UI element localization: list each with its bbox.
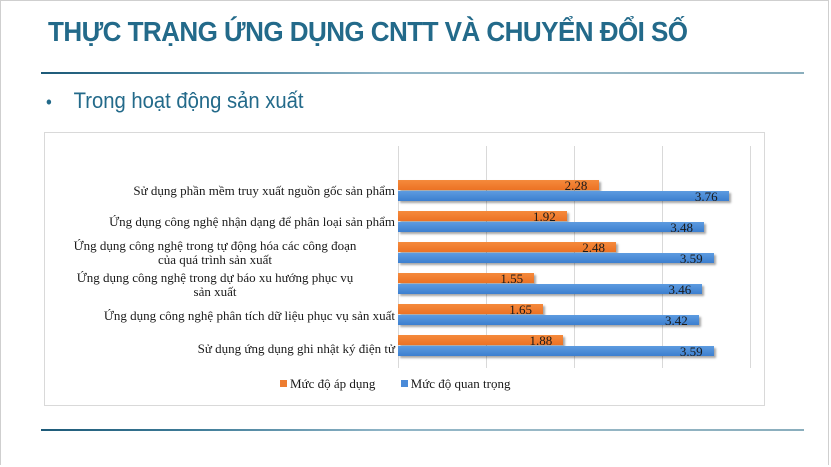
slide-title: THỰC TRẠNG ỨNG DỤNG CNTT VÀ CHUYỂN ĐỔI S… — [48, 16, 688, 47]
plot-area: 2.28 3.76 1.92 3.48 2.48 3.59 1.55 3.46 1.65 3.42… — [398, 146, 751, 368]
legend-item-importance: Mức độ quan trọng — [400, 376, 511, 392]
bar-importance — [398, 315, 699, 325]
data-label: 3.48 — [670, 220, 693, 235]
bar-apply — [398, 304, 544, 314]
bar-apply — [398, 180, 599, 190]
title-divider — [41, 72, 804, 74]
data-label: 1.55 — [500, 271, 524, 286]
bar-apply — [398, 273, 535, 283]
bar-apply — [398, 335, 564, 345]
bar-importance — [398, 346, 714, 356]
bar-importance — [398, 191, 729, 201]
category-label: Ứng dụng công nghệ trong tự động hóa các… — [73, 238, 357, 267]
legend-swatch-orange — [280, 380, 287, 387]
category-label: Ứng dụng công nghệ phân tích dữ liệu phụ… — [103, 308, 395, 323]
category-label: Ứng dụng công nghệ nhận dạng để phân loạ… — [109, 214, 395, 229]
data-label: 3.76 — [694, 189, 718, 204]
data-label: 2.48 — [582, 240, 605, 255]
footer-divider — [41, 429, 804, 431]
bullet-icon: • — [46, 92, 52, 112]
data-label: 3.46 — [668, 282, 692, 297]
bar-apply — [398, 211, 567, 221]
bullet-text: Trong hoạt động sản xuất — [73, 88, 304, 113]
data-label: 3.59 — [679, 344, 703, 359]
data-label: 1.88 — [529, 333, 553, 348]
data-label: 2.28 — [564, 178, 588, 193]
bar-importance — [398, 222, 705, 232]
data-label: 1.65 — [509, 302, 532, 317]
legend-swatch-blue — [400, 380, 408, 387]
category-label: Sử dụng phần mềm truy xuất nguồn gốc sản… — [133, 183, 395, 198]
bar-apply — [398, 242, 617, 252]
category-label: Sử dụng ứng dụng ghi nhật ký điện tử — [197, 341, 395, 356]
data-label: 3.59 — [679, 251, 703, 266]
chart-container — [44, 132, 765, 406]
bullet-point: • Trong hoạt động sản xuất — [46, 88, 304, 114]
category-label: Ứng dụng công nghệ trong dự báo xu hướng… — [76, 270, 354, 299]
bar-importance — [398, 253, 714, 263]
legend-item-apply: Mức độ áp dụng — [280, 376, 375, 392]
chart-legend: Mức độ áp dụng Mức độ quan trọng — [280, 375, 533, 392]
bar-importance — [398, 284, 703, 294]
data-label: 3.42 — [664, 313, 688, 328]
data-label: 1.92 — [532, 209, 556, 224]
gridline — [750, 146, 751, 368]
